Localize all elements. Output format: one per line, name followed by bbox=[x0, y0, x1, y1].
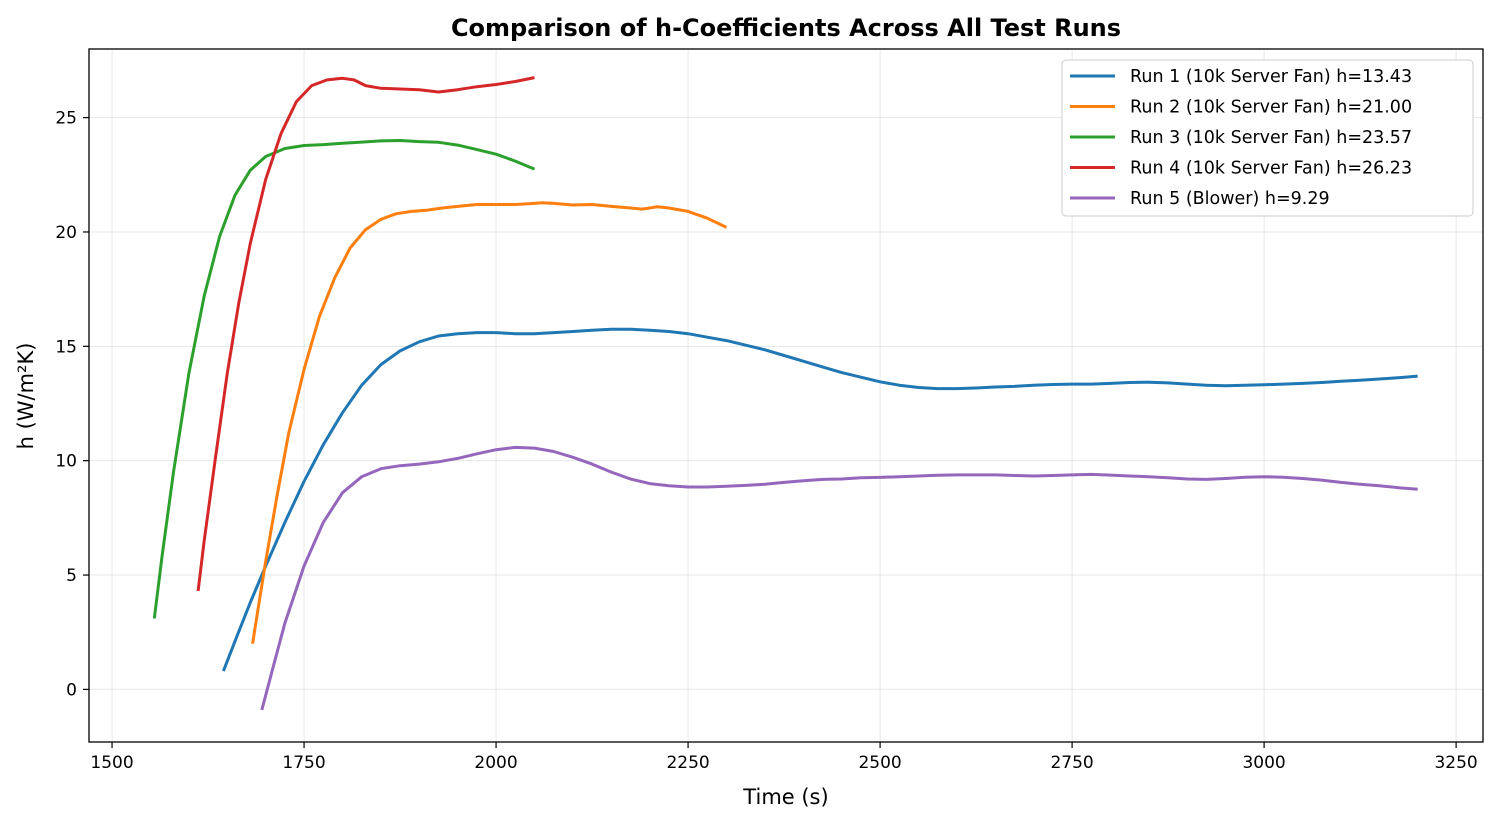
series-line-run-2 bbox=[251, 201, 728, 644]
x-tick-label: 3000 bbox=[1242, 753, 1285, 773]
axis-ticks: 1500 1750 2000 2250 2500 2750 3000 3250 0 5 10 15 20… bbox=[55, 109, 1477, 773]
series-line-run-4 bbox=[196, 76, 535, 592]
y-tick-label: 20 bbox=[55, 223, 77, 243]
x-tick-label: 2000 bbox=[474, 753, 517, 773]
y-tick-label: 0 bbox=[66, 680, 77, 700]
legend-label-run-3: Run 3 (10k Server Fan) h=23.57 bbox=[1130, 128, 1412, 148]
x-tick-label: 2750 bbox=[1050, 753, 1093, 773]
y-tick-label: 25 bbox=[55, 109, 77, 129]
legend: Run 1 (10k Server Fan) h=13.43 Run 2 (10k… bbox=[1061, 59, 1474, 217]
plot-frame bbox=[88, 48, 1484, 743]
y-axis-label: h (W/m²K) bbox=[14, 343, 38, 450]
x-tick-label: 2500 bbox=[858, 753, 901, 773]
x-tick-label: 2250 bbox=[666, 753, 709, 773]
chart-title: Comparison of h-Coefficients Across All … bbox=[451, 14, 1121, 42]
legend-label-run-4: Run 4 (10k Server Fan) h=26.23 bbox=[1130, 159, 1412, 179]
y-tick-label: 15 bbox=[55, 337, 77, 357]
x-axis-label: Time (s) bbox=[742, 785, 828, 809]
legend-label-run-1: Run 1 (10k Server Fan) h=13.43 bbox=[1130, 67, 1412, 87]
series-line-run-3 bbox=[152, 139, 536, 619]
legend-box bbox=[1061, 59, 1474, 217]
y-tick-label: 10 bbox=[55, 452, 77, 472]
legend-label-run-5: Run 5 (Blower) h=9.29 bbox=[1130, 189, 1330, 209]
x-tick-label: 1750 bbox=[282, 753, 325, 773]
series-lines bbox=[152, 76, 1418, 711]
y-tick-label: 5 bbox=[66, 566, 77, 586]
legend-label-run-2: Run 2 (10k Server Fan) h=21.00 bbox=[1130, 98, 1412, 118]
series-line-run-1 bbox=[222, 327, 1418, 672]
x-tick-label: 3250 bbox=[1434, 753, 1477, 773]
x-tick-label: 1500 bbox=[90, 753, 133, 773]
series-line-run-5 bbox=[260, 445, 1418, 711]
